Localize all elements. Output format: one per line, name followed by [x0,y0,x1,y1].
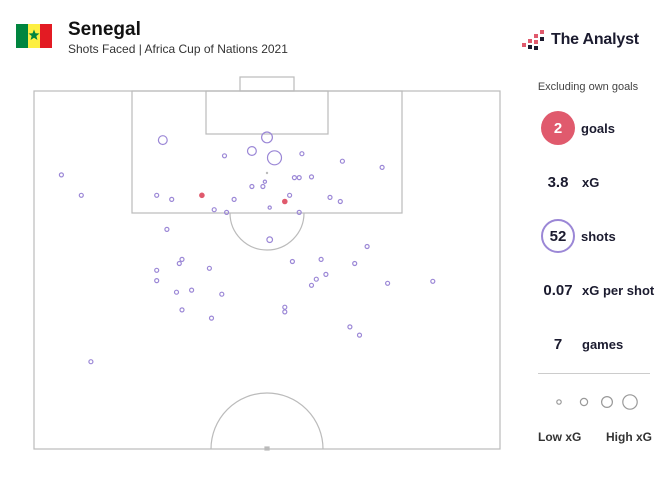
page-title: Senegal [68,19,141,40]
shot-marker [282,304,288,310]
six-yard-box [205,90,329,135]
shot-marker [206,265,212,271]
shot-marker [169,196,175,202]
penalty-arc [229,212,305,251]
legend-size-circle [556,399,562,405]
shot-marker [208,315,215,321]
shot-marker [323,271,329,277]
legend-size-circle [600,396,613,409]
shot-marker [224,209,230,215]
legend-low-label: Low xG [538,430,582,444]
brand-name: The Analyst [551,31,639,48]
shot-marker [308,282,315,288]
shot-marker [385,280,391,286]
shot-marker [179,256,185,262]
shot-marker [266,150,283,166]
stat-goals: 2 goals [526,111,615,145]
games-value: 7 [553,335,563,353]
flag-band-red [40,24,52,48]
shot-marker [266,236,274,244]
shots-value: 52 [541,219,575,253]
goal-frame [239,76,295,92]
analyst-logo-icon [522,30,544,50]
centre-spot [264,446,270,451]
shot-marker [267,205,272,210]
shot-marker [211,207,217,213]
shot-marker [364,243,370,250]
shot-marker [261,131,274,144]
shot-marker [221,153,228,159]
legend-size-circle [622,394,638,410]
shot-marker [176,260,182,267]
shots-label: shots [581,228,616,244]
shot-marker [219,291,225,297]
shot-marker [88,359,94,365]
shot-marker [249,183,255,190]
senegal-flag [16,24,52,48]
shot-marker [291,175,297,181]
shot-marker [262,179,268,184]
legend-divider [538,373,650,374]
shot-marker [157,135,168,146]
pitch-outline [33,90,501,450]
page-subtitle: Shots Faced | Africa Cup of Nations 2021 [68,42,288,56]
shot-marker [58,172,65,178]
shot-marker [347,324,353,330]
xg-per-shot-value: 0.07 [543,281,573,299]
stat-shots: 52 shots [526,219,616,253]
stats-panel: Excluding own goals 2 goals 3.8 xG 52 sh… [526,0,663,492]
goals-value: 2 [541,111,575,145]
games-label: games [582,336,624,352]
stat-xg-per-shot: 0.07 xG per shot [526,273,654,307]
shot-marker [299,151,305,157]
xg-per-shot-label: xG per shot [582,282,655,298]
goal-marker [199,192,205,199]
xg-size-legend [556,394,638,410]
penalty-box [131,90,403,214]
stat-games: 7 games [526,327,623,361]
shot-marker [289,258,295,265]
flag-star-icon [28,29,40,40]
stat-xg: 3.8 xG [526,165,600,199]
brand-logo: The Analyst [520,29,639,51]
shot-marker [430,278,436,284]
shot-marker [231,196,237,202]
shot-marker [282,309,288,315]
xg-label: xG [582,174,600,190]
shot-marker [260,183,266,190]
shot-marker [339,158,345,164]
shot-marker [337,198,343,205]
shot-marker [296,209,302,215]
shot-marker [308,174,315,180]
penalty-spot [265,171,269,175]
shot-marker [352,260,358,267]
shot-marker [379,164,385,170]
goals-label: goals [581,120,615,136]
flag-band-green [16,24,28,48]
shot-marker [296,175,302,181]
shot-marker [154,278,160,284]
xg-value: 3.8 [547,173,569,191]
own-goals-note: Excluding own goals [537,81,639,93]
goal-marker [282,198,288,205]
shot-marker [313,276,319,282]
shot-marker [179,307,185,313]
shot-marker [287,192,293,198]
shot-marker [173,289,180,295]
shot-marker [154,267,160,273]
shot-marker [78,192,84,198]
shot-marker [164,226,170,232]
shot-marker [318,256,324,262]
legend-high-label: High xG [606,430,653,444]
shot-marker [246,146,257,157]
shot-marker [356,332,363,338]
shot-marker [327,194,333,200]
legend-size-circle [579,397,589,407]
shot-marker [154,192,160,198]
centre-circle [210,392,324,450]
shot-marker [189,287,195,293]
